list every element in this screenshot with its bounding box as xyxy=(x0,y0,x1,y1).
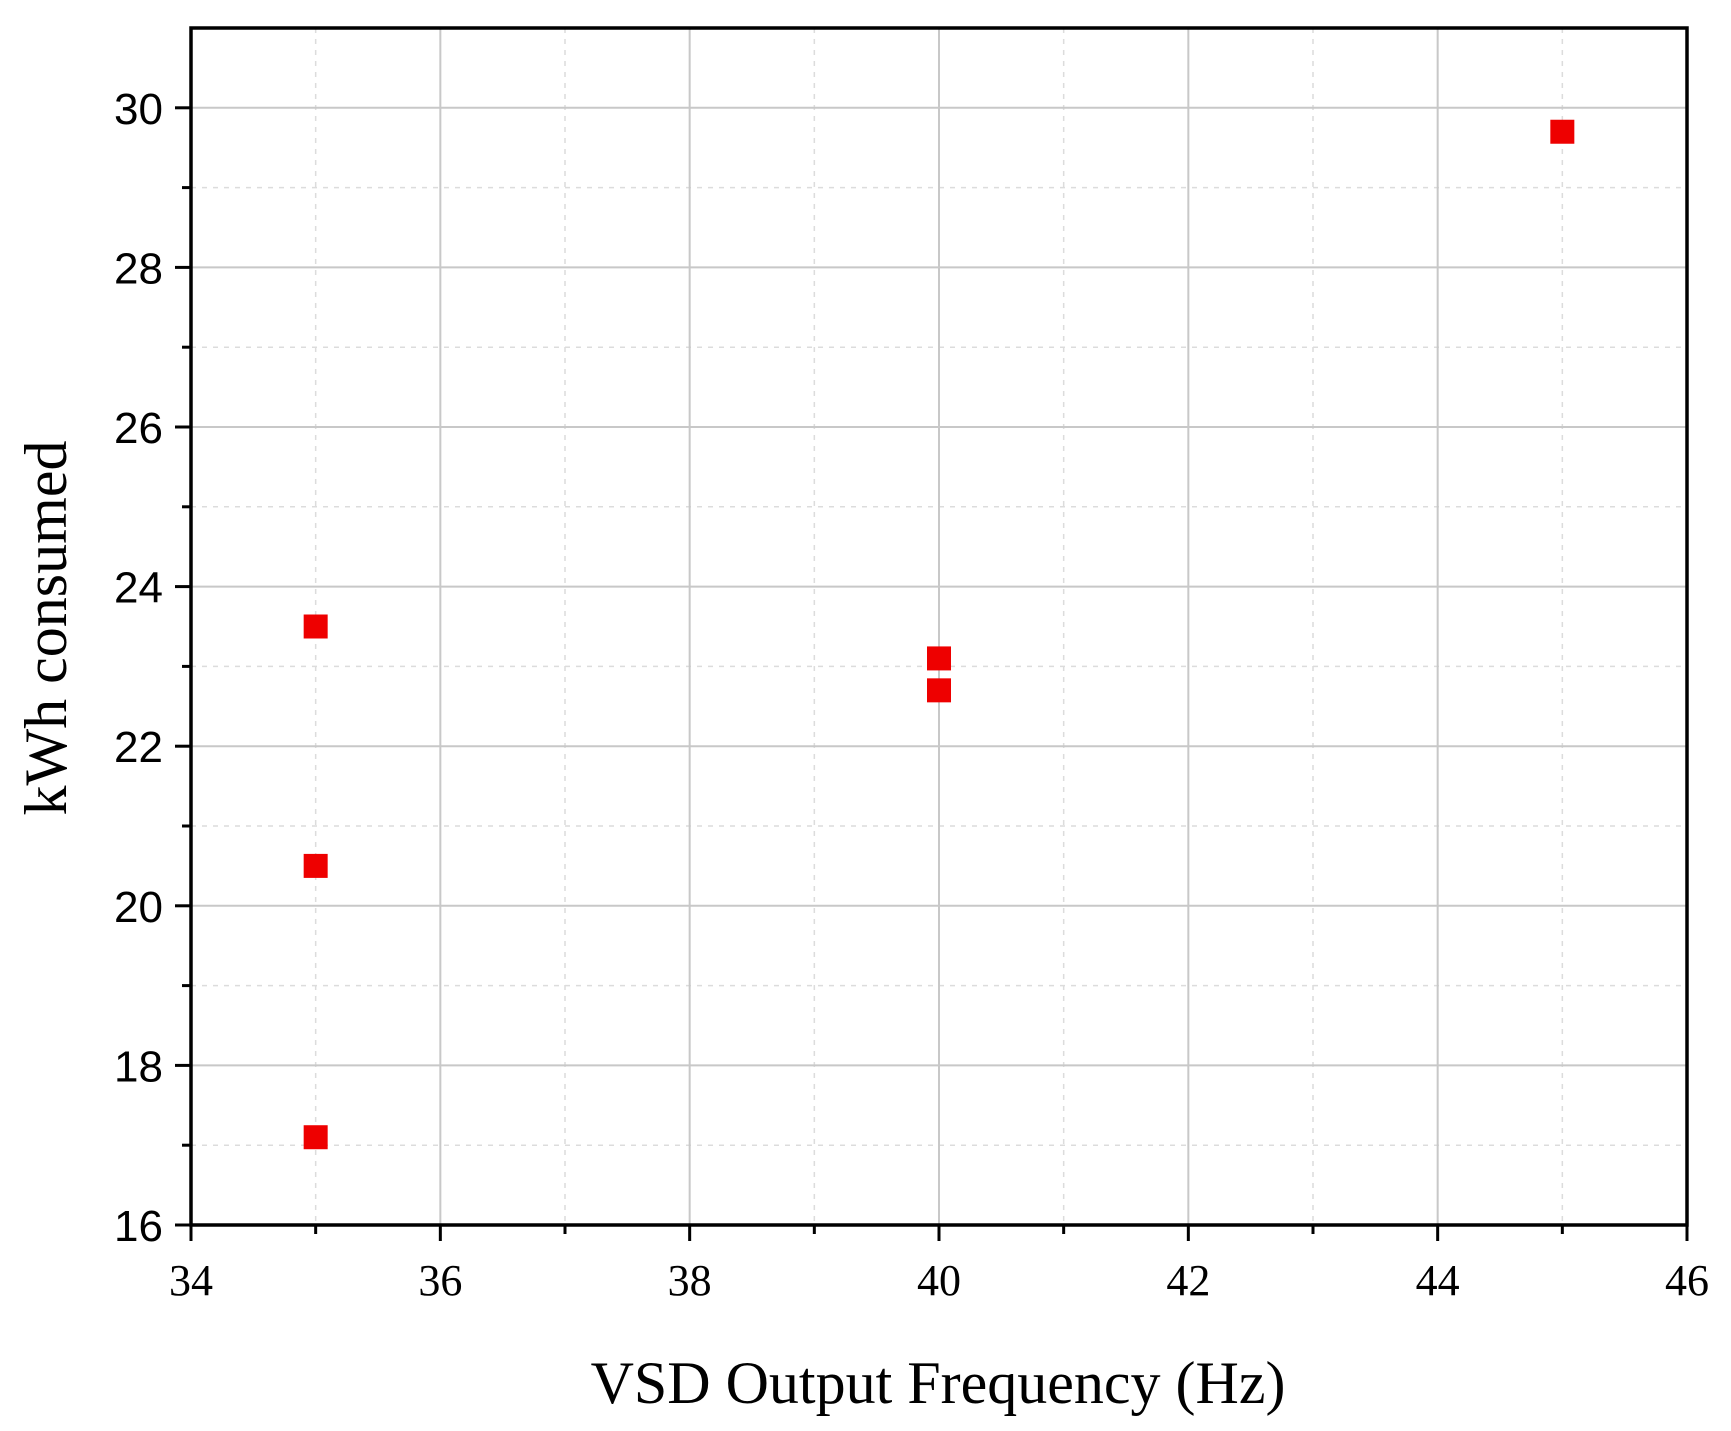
x-tick-labels: 34 36 38 40 42 44 46 xyxy=(169,1256,1709,1305)
major-gridlines xyxy=(191,28,1687,1225)
data-point xyxy=(303,853,328,878)
x-tick-label: 46 xyxy=(1665,1256,1709,1305)
axis-ticks xyxy=(175,106,1689,1241)
y-tick-label: 24 xyxy=(114,564,163,613)
x-tick-label: 40 xyxy=(917,1256,961,1305)
y-tick-label: 18 xyxy=(114,1042,163,1091)
data-points xyxy=(303,119,1575,1150)
y-tick-label: 22 xyxy=(114,723,163,772)
y-tick-label: 16 xyxy=(114,1202,163,1251)
y-tick-label: 30 xyxy=(114,85,163,134)
x-tick-label: 36 xyxy=(418,1256,462,1305)
x-tick-label: 44 xyxy=(1416,1256,1460,1305)
data-point xyxy=(303,1125,328,1150)
y-tick-label: 28 xyxy=(114,244,163,293)
data-point xyxy=(303,614,328,639)
x-axis-title: VSD Output Frequency (Hz) xyxy=(591,1350,1286,1416)
data-point xyxy=(927,646,951,671)
y-tick-label: 26 xyxy=(114,404,163,453)
y-tick-labels: 16 18 20 22 24 26 28 30 xyxy=(114,85,163,1251)
x-tick-label: 42 xyxy=(1166,1256,1210,1305)
data-point xyxy=(927,678,951,703)
x-tick-label: 34 xyxy=(169,1256,213,1305)
data-point xyxy=(1550,119,1575,144)
y-tick-label: 20 xyxy=(114,883,163,932)
x-tick-label: 38 xyxy=(668,1256,712,1305)
y-axis-title: kWh consumed xyxy=(13,441,79,816)
